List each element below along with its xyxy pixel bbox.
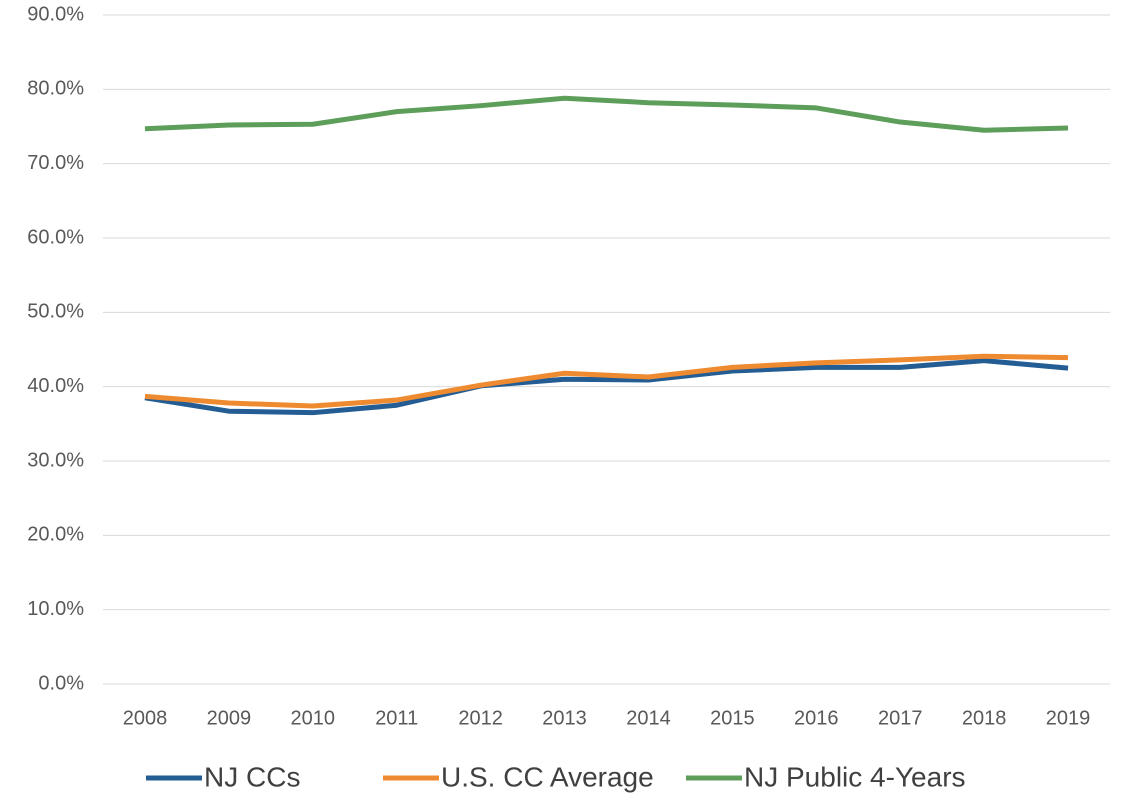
x-tick-label: 2008 <box>123 707 168 729</box>
y-tick-label: 80.0% <box>27 78 84 100</box>
x-tick-label: 2014 <box>626 707 671 729</box>
y-tick-label: 10.0% <box>27 598 84 620</box>
y-tick-label: 70.0% <box>27 152 84 174</box>
x-tick-label: 2016 <box>794 707 839 729</box>
x-tick-label: 2019 <box>1046 707 1091 729</box>
x-tick-label: 2012 <box>458 707 503 729</box>
x-tick-label: 2011 <box>375 707 418 729</box>
series-line <box>144 95 1069 133</box>
y-tick-label: 90.0% <box>27 3 84 25</box>
series-line <box>144 358 1069 416</box>
y-tick-label: 0.0% <box>38 672 84 694</box>
x-tick-label: 2015 <box>710 707 755 729</box>
x-tick-label: 2018 <box>962 707 1007 729</box>
x-tick-label: 2010 <box>291 707 336 729</box>
y-tick-label: 40.0% <box>27 375 84 397</box>
legend-label: NJ Public 4-Years <box>744 761 966 792</box>
series-line <box>144 353 1069 409</box>
legend-label: NJ CCs <box>204 761 300 792</box>
legend-label: U.S. CC Average <box>441 761 654 792</box>
y-tick-label: 60.0% <box>27 226 84 248</box>
y-tick-label: 20.0% <box>27 524 84 546</box>
x-tick-label: 2009 <box>207 707 252 729</box>
x-tick-label: 2013 <box>542 707 587 729</box>
y-tick-label: 50.0% <box>27 301 84 323</box>
y-tick-label: 30.0% <box>27 449 84 471</box>
x-tick-label: 2017 <box>878 707 923 729</box>
